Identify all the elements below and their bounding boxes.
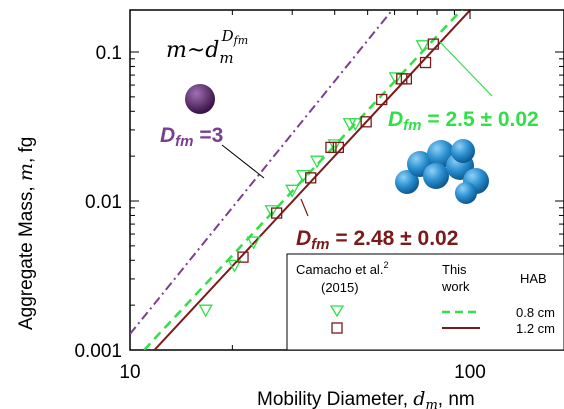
maroon-leader [300, 198, 309, 217]
legend-col1-sup: 2 [383, 260, 388, 270]
fit-lines [130, 10, 472, 350]
equation: m~dmDfm [166, 27, 248, 67]
green-annotation-sub: fm [403, 117, 421, 134]
fit-line-2 [153, 10, 472, 350]
legend-col3-title: HAB [520, 271, 547, 286]
purple-annotation-text: =3 [194, 124, 224, 147]
y-tick-label: 0.001 [74, 341, 122, 362]
y-tick-label: 0.01 [85, 192, 122, 213]
triangle-marker [415, 40, 430, 54]
legend: Camacho et al.2 (2015) This work HAB 0.8… [286, 253, 564, 351]
legend-col2-title-2: work [441, 279, 470, 294]
triangle-marker [309, 155, 325, 169]
square-marker [305, 172, 317, 184]
x-axis-label: Mobility Diameter, dm, nm [257, 388, 475, 409]
purple-leader [221, 144, 265, 179]
y-axis-label-prefix: Aggregate Mass, [16, 181, 37, 330]
triangle-marker [388, 72, 403, 86]
square-marker [376, 93, 388, 106]
legend-col1-year: (2015) [321, 280, 359, 295]
triangle-marker [285, 184, 300, 198]
maroon-annotation-label: D [296, 227, 311, 250]
x-tick-label: 10 [119, 362, 140, 383]
equation-sup: D [221, 27, 234, 45]
legend-box [286, 253, 564, 351]
green-annotation-label: D [388, 108, 403, 131]
x-axis-label-suffix: , nm [438, 389, 475, 409]
square-marker [427, 38, 439, 50]
equation-supsub: fm [233, 34, 249, 47]
triangle-marker [327, 139, 342, 153]
square-marker [271, 207, 283, 219]
square-marker [237, 251, 249, 263]
x-tick-label: 100 [454, 362, 486, 383]
equation-sub: m [219, 49, 233, 67]
green-leader [439, 41, 493, 97]
data-markers [198, 38, 439, 318]
aggregate-illustration [395, 139, 489, 204]
square-marker [360, 116, 372, 128]
purple-annotation-sub: fm [175, 133, 193, 150]
y-axis-label-symbol: m [15, 163, 37, 181]
green-annotation-text: = 2.5 ± 0.02 [422, 108, 539, 131]
axis-ticks: 10 100 0.001 0.01 0.1 [74, 10, 564, 383]
fit-line-0 [130, 10, 394, 335]
x-axis-label-prefix: Mobility Diameter, [257, 389, 413, 409]
x-axis-label-symbol-sub: m [425, 398, 437, 409]
legend-row2-label: 1.2 cm [516, 321, 555, 336]
maroon-annotation: Dfm = 2.48 ± 0.02 [296, 227, 458, 253]
square-marker [325, 141, 337, 154]
triangle-marker [227, 259, 242, 273]
triangle-marker [348, 118, 363, 132]
maroon-annotation-text: = 2.48 ± 0.02 [330, 227, 459, 250]
y-axis-label: Aggregate Mass, m, fg [15, 137, 37, 330]
x-axis-label-symbol: d [413, 388, 425, 409]
maroon-annotation-sub: fm [311, 236, 329, 253]
triangle-marker [198, 304, 213, 318]
y-axis-label-suffix: , fg [16, 137, 37, 163]
fit-line-1 [143, 10, 464, 350]
purple-annotation: Dfm =3 [160, 124, 223, 150]
purple-annotation-label: D [160, 124, 175, 147]
legend-col1-title: Camacho et al.2 [296, 260, 388, 277]
equation-base: m~d [166, 38, 219, 63]
legend-col2-title-1: This [442, 262, 467, 277]
square-marker [419, 56, 432, 69]
legend-triangle-marker [329, 305, 345, 318]
legend-col1-title-text: Camacho et al. [296, 262, 383, 277]
triangle-marker [246, 236, 261, 250]
green-annotation: Dfm = 2.5 ± 0.02 [388, 108, 539, 134]
legend-row1-label: 0.8 cm [516, 305, 555, 320]
sphere-illustration [185, 84, 215, 114]
triangle-marker [264, 205, 279, 219]
legend-square-marker [331, 322, 343, 334]
y-tick-label: 0.1 [96, 43, 122, 64]
square-marker [332, 141, 344, 154]
square-marker [400, 73, 413, 85]
